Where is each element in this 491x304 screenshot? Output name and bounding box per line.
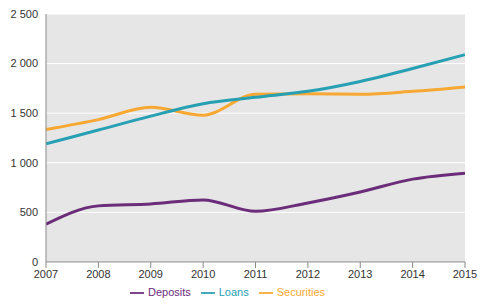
svg-text:2007: 2007 — [34, 268, 58, 280]
svg-text:1 500: 1 500 — [10, 107, 38, 119]
svg-text:2009: 2009 — [139, 268, 163, 280]
svg-text:2 000: 2 000 — [10, 57, 38, 69]
svg-text:2011: 2011 — [244, 268, 268, 280]
svg-text:1 000: 1 000 — [10, 157, 38, 169]
html-text:Loans: Loans — [218, 285, 249, 298]
svg-text:2008: 2008 — [86, 268, 110, 280]
svg-text:2013: 2013 — [348, 268, 372, 280]
html-text:Securities: Securities — [276, 285, 325, 298]
svg-text:2012: 2012 — [296, 268, 320, 280]
svg-text:2014: 2014 — [400, 268, 424, 280]
svg-text:2015: 2015 — [453, 268, 477, 280]
svg-text:2 500: 2 500 — [10, 8, 38, 20]
svg-text:0: 0 — [32, 256, 38, 268]
svg-text:500: 500 — [20, 206, 38, 218]
html-text:Deposits: Deposits — [148, 285, 191, 298]
svg-text:2010: 2010 — [191, 268, 215, 280]
